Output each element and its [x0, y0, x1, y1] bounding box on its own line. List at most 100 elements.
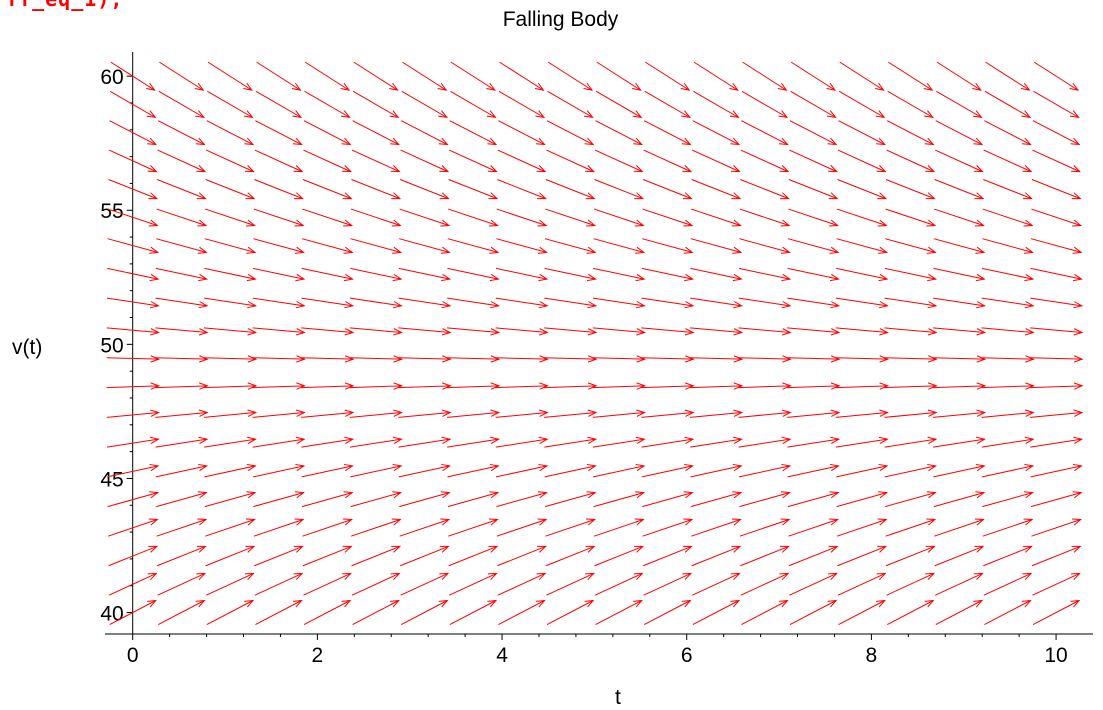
field-arrow-shaft: [1030, 492, 1082, 508]
field-arrow-head: [976, 409, 987, 417]
field-arrow-head: [926, 246, 937, 254]
field-arrow: [399, 518, 451, 537]
field-arrow-shaft: [1031, 519, 1081, 537]
field-arrow-head: [341, 599, 352, 608]
field-arrow-head: [684, 328, 695, 336]
field-arrow: [107, 267, 160, 282]
field-arrow-shaft: [886, 149, 935, 173]
field-arrow: [448, 518, 499, 537]
field-arrow-shaft: [644, 90, 691, 118]
field-arrow: [304, 61, 351, 91]
field-arrow-shaft: [495, 297, 548, 307]
field-arrow-head: [441, 409, 452, 417]
field-arrow: [787, 355, 841, 363]
field-arrow: [106, 436, 160, 448]
field-arrow-shaft: [252, 357, 305, 360]
field-arrow: [495, 382, 549, 390]
field-arrow-shaft: [885, 492, 936, 508]
field-arrow-head: [197, 219, 208, 227]
field-arrow-shaft: [592, 438, 645, 448]
field-arrow-shaft: [691, 208, 741, 226]
field-arrow: [255, 90, 303, 119]
field-arrow-head: [488, 219, 499, 227]
field-arrow: [495, 267, 549, 282]
field-arrow-head: [391, 192, 402, 200]
field-arrow-shaft: [544, 327, 597, 334]
field-arrow-shaft: [689, 327, 742, 334]
field-arrow: [935, 149, 984, 173]
field-arrow: [836, 491, 889, 508]
field-arrow: [204, 491, 257, 508]
field-arrow-shaft: [159, 61, 204, 91]
field-arrow: [641, 382, 695, 390]
field-arrow-shaft: [936, 61, 982, 91]
field-arrow-head: [1071, 572, 1081, 581]
field-arrow-head: [293, 572, 304, 581]
field-arrow-head: [196, 572, 207, 581]
field-arrow-head: [244, 137, 255, 146]
field-arrow-head: [925, 192, 936, 200]
field-arrow-head: [196, 192, 207, 200]
field-arrow: [156, 491, 208, 508]
field-arrow-head: [1024, 409, 1035, 417]
field-arrow-shaft: [981, 411, 1034, 418]
field-arrow: [351, 545, 402, 567]
field-arrow: [350, 491, 403, 508]
field-arrow: [935, 120, 984, 146]
field-arrow-head: [344, 409, 355, 417]
field-arrow-shaft: [447, 465, 499, 478]
field-arrow: [252, 267, 306, 282]
x-tick-label: 2: [312, 644, 324, 667]
field-arrow: [205, 518, 256, 537]
field-arrow-head: [439, 545, 450, 553]
field-arrow-head: [537, 246, 548, 254]
field-arrow: [836, 238, 889, 254]
field-arrow-head: [635, 301, 646, 309]
field-arrow: [496, 518, 548, 537]
field-arrow-head: [344, 382, 355, 390]
field-arrow-shaft: [304, 61, 350, 91]
field-arrow: [495, 463, 549, 478]
field-arrow-shaft: [740, 545, 789, 567]
field-arrow-shaft: [497, 179, 546, 200]
field-arrow-head: [389, 82, 399, 91]
field-arrow-shaft: [206, 600, 254, 626]
field-arrow-head: [537, 219, 548, 227]
field-arrow-head: [294, 545, 304, 553]
field-arrow-head: [488, 518, 499, 526]
field-arrow-shaft: [303, 600, 351, 626]
field-arrow: [594, 545, 645, 567]
field-arrow: [594, 179, 645, 200]
field-arrow-head: [393, 355, 404, 363]
field-arrow-shaft: [934, 519, 984, 537]
field-arrow: [402, 61, 448, 91]
field-arrow-head: [1071, 545, 1082, 553]
field-arrow: [593, 491, 646, 508]
field-arrow-shaft: [349, 411, 402, 418]
field-arrow-head: [199, 355, 209, 363]
field-arrow-shaft: [691, 545, 741, 567]
field-arrow: [787, 382, 841, 390]
field-arrow-head: [392, 436, 403, 444]
field-arrow-shaft: [448, 179, 498, 200]
field-arrow-head: [928, 355, 938, 363]
field-arrow-shaft: [447, 438, 499, 448]
field-arrow-shaft: [836, 465, 888, 478]
field-arrow-shaft: [446, 385, 499, 389]
field-arrow-shaft: [693, 90, 739, 118]
field-arrow-shaft: [787, 327, 840, 334]
field-arrow-shaft: [690, 492, 742, 508]
field-arrow-shaft: [787, 385, 840, 389]
field-arrow-shaft: [788, 208, 838, 226]
field-arrow-shaft: [886, 600, 934, 626]
field-arrow: [496, 238, 548, 254]
field-arrow-shaft: [447, 267, 499, 280]
field-arrow: [691, 545, 742, 567]
field-arrow-shaft: [351, 545, 401, 567]
field-arrow: [401, 90, 448, 119]
field-arrow-head: [292, 599, 303, 608]
field-arrow: [692, 120, 741, 146]
field-arrow: [787, 327, 841, 336]
field-arrow-head: [636, 355, 647, 363]
field-arrow: [740, 545, 790, 567]
